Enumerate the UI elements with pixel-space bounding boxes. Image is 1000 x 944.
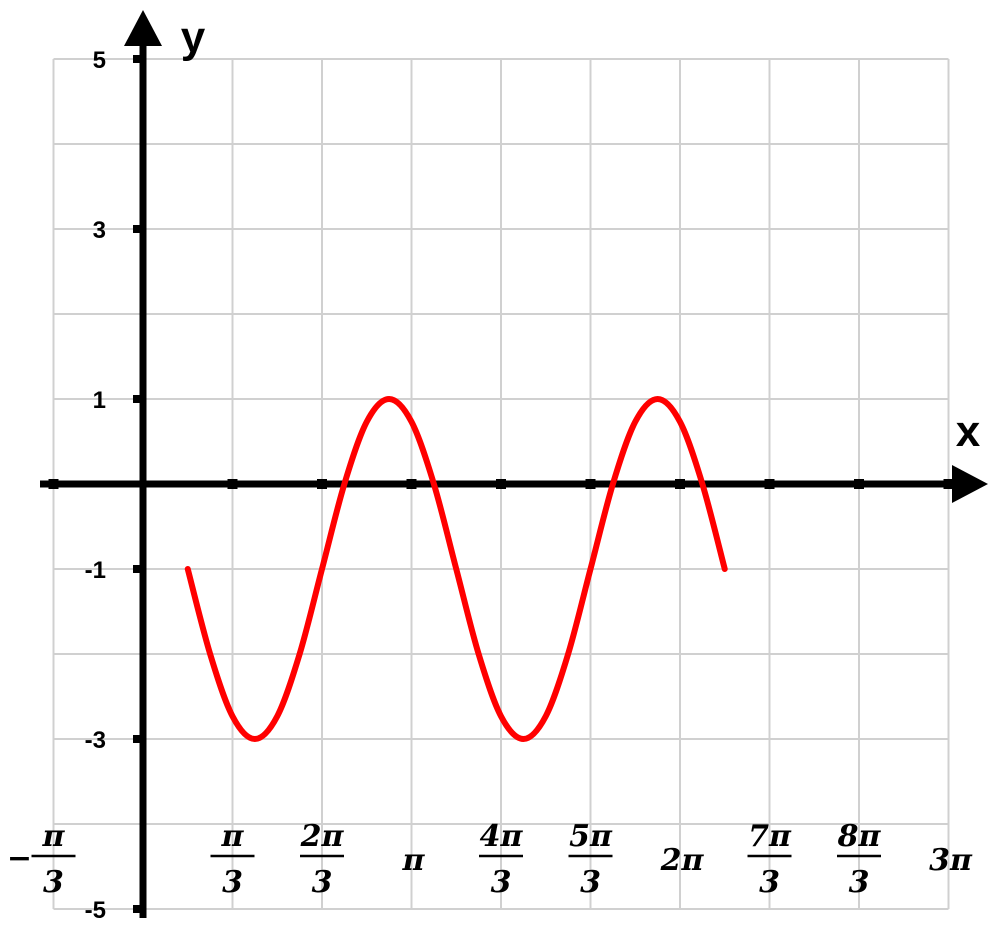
x-tick-mark [943,479,954,489]
x-tick-denominator: 3 [580,865,601,900]
x-tick-numerator: π [42,819,66,854]
y-tick-label: -5 [85,897,106,924]
x-tick-mark [48,479,59,489]
x-tick-label: 5π3 [568,819,613,900]
y-axis-arrowhead [124,10,162,46]
x-tick-label: 3π [929,843,973,878]
x-tick-denominator: 3 [312,865,333,900]
x-tick-label: π 3− [7,819,76,900]
x-tick-mark [317,479,328,489]
axes: x y [40,10,988,918]
y-tick-mark [133,395,143,403]
y-axis-label: y [181,13,206,62]
x-tick-numerator: 8π [837,819,882,854]
x-tick-label: 7π3 [747,819,792,900]
x-tick-mark [406,479,417,489]
x-tick-numerator: π [221,819,245,854]
x-tick-label: 4π3 [479,819,523,900]
series-line [184,396,728,742]
x-axis-arrowhead [952,465,988,503]
y-tick-label: 5 [93,47,106,74]
x-tick-mark [496,479,507,489]
x-tick-denominator: 3 [222,865,243,900]
x-tick-sign: − [7,841,32,876]
x-tick-label-text: 2π [660,843,705,878]
x-tick-numerator: 5π [569,819,613,854]
x-tick-label-text: 3π [929,843,973,878]
x-tick-label: π [402,843,426,878]
y-tick-label: 3 [93,217,106,244]
x-tick-label: 2π3 [300,819,345,900]
y-tick-label: -1 [85,557,106,584]
x-tick-label-text: π [402,843,426,878]
y-tick-mark [133,735,143,743]
x-tick-denominator: 3 [759,865,780,900]
x-tick-label: π3 [210,819,255,900]
y-tick-label: -3 [85,727,106,754]
x-tick-numerator: 2π [300,819,345,854]
y-tick-mark [133,225,143,233]
x-tick-mark [764,479,775,489]
x-tick-mark [675,479,686,489]
x-tick-numerator: 4π [480,819,524,854]
x-tick-denominator: 3 [43,865,64,900]
x-tick-mark [585,479,596,489]
y-tick-mark [133,905,143,913]
x-tick-denominator: 3 [491,865,512,900]
y-tick-label: 1 [93,387,106,414]
x-tick-denominator: 3 [849,865,870,900]
x-axis-label: x [956,407,981,456]
x-tick-label: 8π3 [837,819,882,900]
x-tick-mark [854,479,865,489]
x-tick-numerator: 7π [748,819,792,854]
x-tick-mark [227,479,238,489]
x-tick-label: 2π [660,843,705,878]
series-layer [184,396,728,742]
grid [52,58,950,910]
y-tick-mark [133,565,143,573]
y-tick-mark [133,55,143,63]
